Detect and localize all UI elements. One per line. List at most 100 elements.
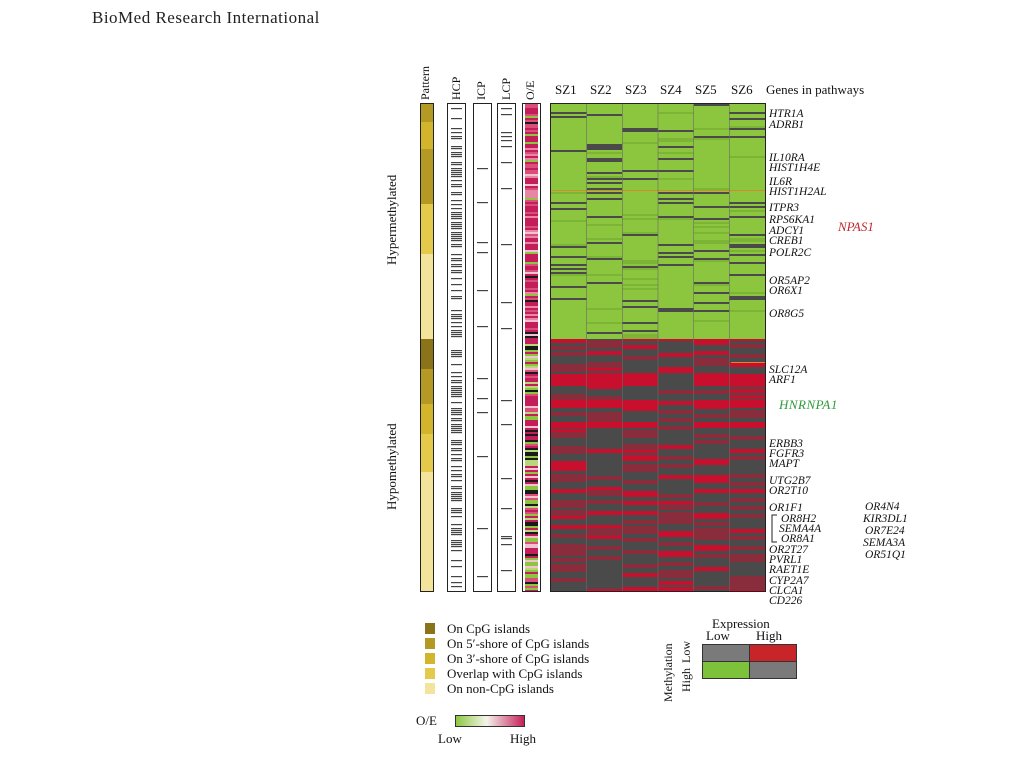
- stripe: [525, 208, 538, 210]
- stripe: [525, 382, 538, 384]
- stripe: [729, 422, 765, 428]
- stripe: [525, 170, 538, 172]
- stripe: [729, 244, 765, 246]
- stripe: [451, 186, 462, 188]
- stripe: [729, 489, 765, 491]
- stripe: [586, 589, 623, 591]
- stripe: [525, 330, 538, 332]
- stripe: [525, 220, 538, 222]
- oe-gradient-bar: [455, 715, 525, 727]
- stripe: [693, 258, 730, 260]
- stripe: [586, 513, 623, 515]
- stripe: [501, 188, 512, 190]
- stripe: [658, 457, 694, 459]
- stripe: [622, 435, 658, 437]
- stripe: [525, 254, 538, 256]
- stripe: [586, 188, 623, 190]
- stripe: [622, 469, 658, 471]
- stripe: [451, 184, 462, 186]
- stripe: [622, 300, 658, 302]
- stripe: [525, 572, 538, 574]
- stripe: [525, 406, 538, 408]
- stripe: [451, 272, 462, 274]
- stripe: [451, 402, 462, 404]
- stripe: [525, 312, 538, 314]
- stripe: [525, 268, 538, 270]
- stripe: [451, 474, 462, 476]
- group-label-hyper: Hypermethylated: [384, 174, 399, 265]
- oe-legend-title: O/E: [416, 713, 437, 728]
- stripe: [693, 523, 730, 525]
- stripe: [451, 412, 462, 414]
- stripe: [693, 549, 730, 551]
- stripe: [729, 559, 765, 561]
- stripe: [525, 424, 538, 426]
- gene-label: IL10RA: [769, 152, 805, 164]
- stripe: [525, 128, 538, 130]
- stripe: [551, 400, 587, 408]
- stripe: [421, 104, 433, 122]
- stripe: [729, 339, 765, 341]
- stripe: [658, 411, 694, 413]
- stripe: [451, 284, 462, 286]
- stripe: [525, 152, 538, 154]
- stripe: [622, 170, 658, 172]
- stripe: [551, 256, 587, 258]
- stripe: [551, 268, 587, 270]
- oe-legend-low: Low: [438, 731, 462, 746]
- stripe: [451, 164, 462, 166]
- legend-cell-low-low: [702, 644, 750, 662]
- stripe: [451, 240, 462, 242]
- stripe: [525, 138, 538, 140]
- stripe: [693, 242, 730, 244]
- gene-label: MAPT: [769, 458, 800, 470]
- stripe: [525, 386, 538, 388]
- col-header-sz1: SZ1: [555, 82, 577, 97]
- stripe: [658, 256, 694, 258]
- stripe: [658, 571, 694, 573]
- stripe: [525, 384, 538, 386]
- gene-label: IL6R: [769, 176, 792, 188]
- stripe: [729, 437, 765, 439]
- stripe: [525, 556, 538, 558]
- stripe: [658, 138, 694, 140]
- stripe: [693, 240, 730, 242]
- stripe: [525, 524, 538, 526]
- stripe: [525, 202, 538, 204]
- stripe: [451, 470, 462, 472]
- stripe: [525, 364, 538, 366]
- stripe: [622, 493, 658, 495]
- stripe: [586, 238, 623, 240]
- stripe: [551, 374, 587, 386]
- stripe: [451, 152, 462, 154]
- stripe: [525, 266, 538, 268]
- icp-track-svg: [474, 104, 491, 591]
- stripe: [525, 396, 538, 398]
- stripe: [525, 286, 538, 288]
- stripe: [421, 122, 433, 149]
- stripe: [525, 520, 538, 522]
- stripe: [622, 589, 658, 591]
- stripe: [451, 486, 462, 488]
- col-header-sz3: SZ3: [625, 82, 647, 97]
- stripe: [501, 244, 512, 246]
- stripe: [586, 282, 623, 284]
- track-label-hcp: HCP: [449, 76, 463, 100]
- stripe: [622, 503, 658, 505]
- stripe: [622, 232, 658, 234]
- stripe: [451, 442, 462, 444]
- stripe: [525, 342, 538, 344]
- stripe: [658, 501, 694, 503]
- stripe: [525, 204, 538, 206]
- stripe: [586, 198, 623, 200]
- stripe: [551, 469, 587, 471]
- stripe: [586, 182, 623, 184]
- stripe: [586, 477, 623, 479]
- gene-label: CREB1: [769, 235, 804, 247]
- stripe: [525, 456, 538, 458]
- stripe: [525, 468, 538, 470]
- stripe: [525, 262, 538, 264]
- stripe: [525, 550, 538, 552]
- legend-cell-high-high: [749, 661, 797, 679]
- stripe: [658, 264, 694, 266]
